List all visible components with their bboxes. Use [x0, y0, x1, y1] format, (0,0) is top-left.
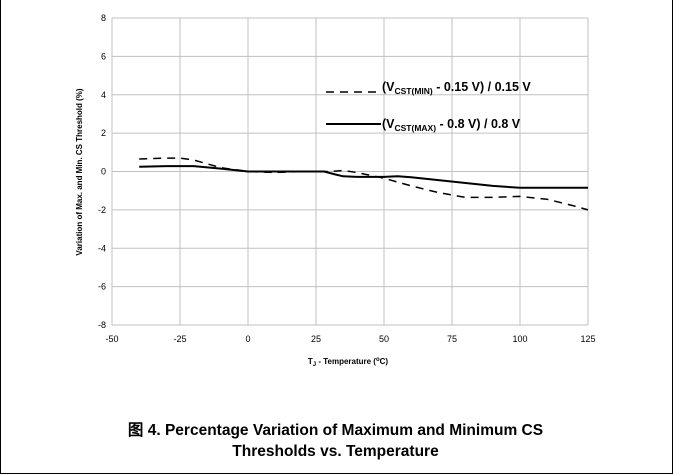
y-tick-label: 0	[101, 167, 106, 177]
x-tick-label: 100	[512, 334, 527, 344]
x-tick-label: 125	[580, 334, 595, 344]
legend-label-max: (VCST(MAX) - 0.8 V) / 0.8 V	[382, 117, 521, 133]
y-tick-label: -6	[98, 282, 106, 292]
y-tick-label: -8	[98, 320, 106, 330]
tick-labels: -8 -6 -4 -2 0 2 4 6 8 -50 -25 0 25 50 75 100 125	[98, 13, 596, 344]
legend: (VCST(MIN) - 0.15 V) / 0.15 V (VCST(MAX)…	[326, 80, 531, 133]
series-line-vcst-max	[139, 166, 588, 188]
y-tick-label: 4	[101, 90, 106, 100]
y-tick-label: -2	[98, 205, 106, 215]
y-axis-label: Variation of Max. and Min. CS Threshold …	[75, 88, 84, 255]
series-line-vcst-min	[139, 158, 588, 210]
x-axis-label: TJ - Temperature (oC)	[308, 357, 389, 368]
legend-label-min: (VCST(MIN) - 0.15 V) / 0.15 V	[382, 80, 531, 96]
caption-line-1: 图 4. Percentage Variation of Maximum and…	[0, 420, 671, 441]
figure-caption: 图 4. Percentage Variation of Maximum and…	[0, 420, 671, 462]
line-chart: -8 -6 -4 -2 0 2 4 6 8 -50 -25 0 25 50 75 100 125 Variati…	[0, 0, 673, 420]
y-tick-label: -4	[98, 243, 106, 253]
x-tick-label: -25	[173, 334, 186, 344]
x-axis-label-text: - Temperature (	[316, 357, 376, 366]
x-axis-label-unit: C)	[380, 357, 389, 366]
caption-line-2: Thresholds vs. Temperature	[0, 441, 671, 462]
y-tick-label: 2	[101, 128, 106, 138]
y-tick-label: 8	[101, 13, 106, 23]
x-tick-label: -50	[105, 334, 118, 344]
x-tick-label: 25	[311, 334, 321, 344]
x-tick-label: 0	[245, 334, 250, 344]
y-tick-label: 6	[101, 51, 106, 61]
series-lines	[139, 158, 588, 210]
x-tick-label: 75	[447, 334, 457, 344]
x-tick-label: 50	[379, 334, 389, 344]
